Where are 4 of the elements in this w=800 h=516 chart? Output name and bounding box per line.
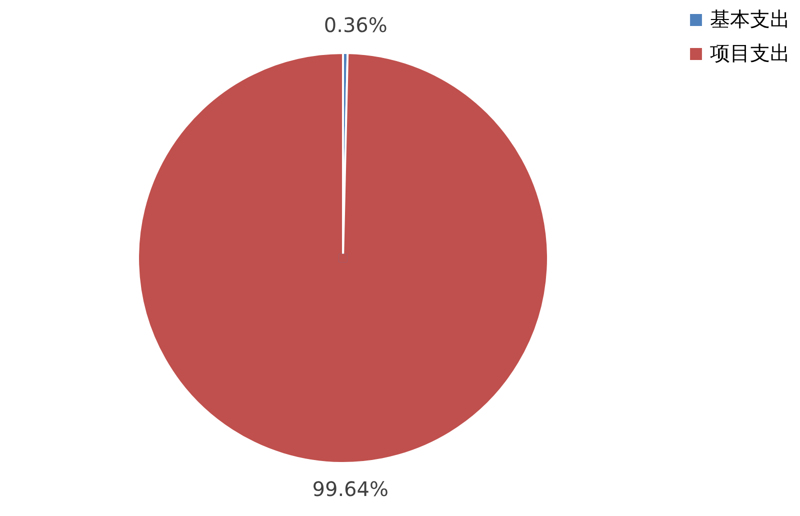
data-label: 99.64%: [312, 476, 389, 501]
data-label: 0.36%: [324, 13, 388, 38]
legend-label: 项目支出: [710, 41, 790, 65]
legend-label: 基本支出: [710, 7, 790, 31]
